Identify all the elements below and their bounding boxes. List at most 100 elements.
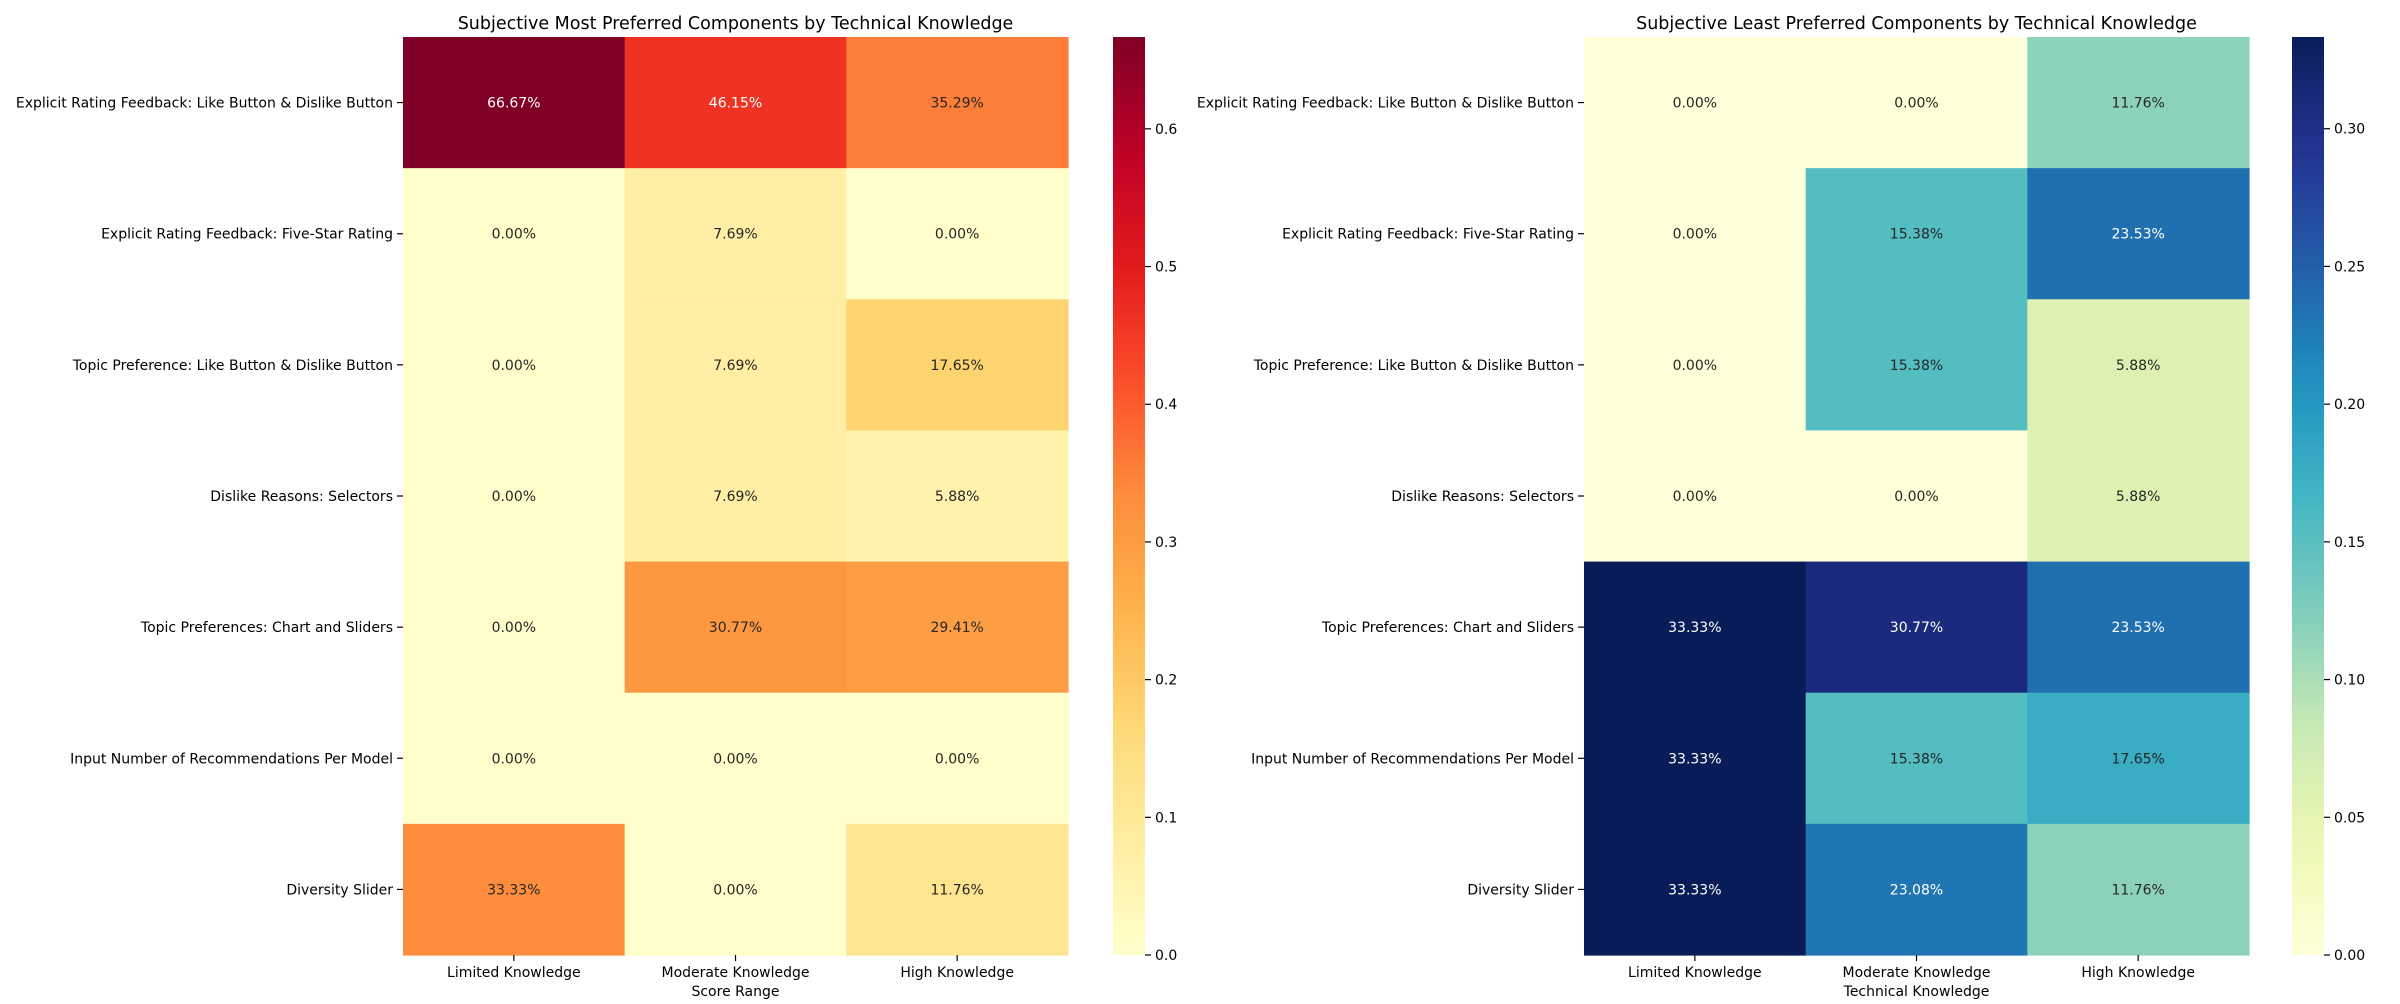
y-tick-label: Input Number of Recommendations Per Mode… xyxy=(70,751,393,767)
cell-annotation: 33.33% xyxy=(1668,882,1721,898)
heatmap-cell xyxy=(1584,823,1807,956)
heatmap-cell xyxy=(846,168,1069,300)
cell-annotation: 0.00% xyxy=(1673,227,1717,243)
cell-annotation: 7.69% xyxy=(713,358,757,374)
cell-annotation: 33.33% xyxy=(1668,620,1721,636)
cell-annotation: 46.15% xyxy=(709,96,762,112)
heatmap-cell xyxy=(403,168,626,300)
y-tick-label: Topic Preference: Like Button & Dislike … xyxy=(1253,358,1574,374)
cell-annotation: 33.33% xyxy=(1668,751,1721,767)
cell-annotation: 5.88% xyxy=(2116,489,2160,505)
y-tick-label: Explicit Rating Feedback: Like Button & … xyxy=(1197,96,1574,112)
heatmap-cell xyxy=(624,430,847,563)
heatmap-cell xyxy=(1805,37,2028,169)
cell-annotation: 5.88% xyxy=(2116,358,2160,374)
cell-annotation: 11.76% xyxy=(2111,882,2164,898)
x-axis-label: Technical Knowledge xyxy=(1843,984,1990,1000)
heatmap-cell xyxy=(624,692,847,825)
cell-annotation: 0.00% xyxy=(1673,358,1717,374)
cell-annotation: 11.76% xyxy=(930,882,983,898)
cell-annotation: 17.65% xyxy=(930,358,983,374)
cell-annotation: 23.53% xyxy=(2111,227,2164,243)
colorbar-tick-label: 0.4 xyxy=(1155,397,1177,413)
heatmap-cell xyxy=(403,430,626,563)
cell-annotation: 0.00% xyxy=(713,882,757,898)
heatmap-cell xyxy=(2027,168,2250,300)
cell-annotation: 7.69% xyxy=(713,489,757,505)
colorbar-tick-label: 0.2 xyxy=(1155,673,1177,689)
colorbar-tick-label: 0.5 xyxy=(1155,260,1177,276)
heatmap-cell xyxy=(1584,692,1807,825)
heatmap-cell xyxy=(403,37,626,169)
heatmap-cell xyxy=(1584,299,1807,432)
y-tick-label: Topic Preferences: Chart and Sliders xyxy=(140,620,393,636)
cell-annotation: 0.00% xyxy=(492,227,536,243)
heatmap-cell xyxy=(624,168,847,300)
cell-annotation: 15.38% xyxy=(1890,751,1943,767)
heatmap-cell xyxy=(2027,430,2250,563)
y-tick-label: Diversity Slider xyxy=(286,882,393,898)
cell-annotation: 23.53% xyxy=(2111,620,2164,636)
heatmap-panel-1: Subjective Most Preferred Components by … xyxy=(16,14,1177,1000)
cell-annotation: 29.41% xyxy=(930,620,983,636)
y-tick-label: Dislike Reasons: Selectors xyxy=(1391,489,1574,505)
cell-annotation: 17.65% xyxy=(2111,751,2164,767)
heatmap-cell xyxy=(846,561,1069,694)
x-tick-label: Limited Knowledge xyxy=(1628,965,1762,981)
cell-annotation: 7.69% xyxy=(713,227,757,243)
cell-annotation: 15.38% xyxy=(1890,358,1943,374)
cell-annotation: 23.08% xyxy=(1890,882,1943,898)
x-tick-label: Limited Knowledge xyxy=(447,965,581,981)
colorbar-tick-label: 0.20 xyxy=(2334,397,2365,413)
x-tick-label: High Knowledge xyxy=(2081,965,2195,981)
x-axis-label: Score Range xyxy=(691,984,779,1000)
heatmap-cell xyxy=(624,823,847,956)
cell-annotation: 0.00% xyxy=(713,751,757,767)
colorbar-tick-label: 0.25 xyxy=(2334,259,2365,275)
colorbar-tick-label: 0.0 xyxy=(1155,948,1177,964)
cell-annotation: 0.00% xyxy=(492,751,536,767)
chart-title: Subjective Most Preferred Components by … xyxy=(458,14,1014,34)
heatmap-cell xyxy=(846,299,1069,432)
y-tick-label: Input Number of Recommendations Per Mode… xyxy=(1251,751,1574,767)
heatmap-cell xyxy=(403,299,626,432)
heatmap-cell xyxy=(1805,430,2028,563)
heatmap-cell xyxy=(846,430,1069,563)
colorbar-tick-label: 0.30 xyxy=(2334,122,2365,138)
heatmap-cell xyxy=(1805,823,2028,956)
heatmap-cell xyxy=(846,823,1069,956)
heatmap-cell xyxy=(403,692,626,825)
cell-annotation: 0.00% xyxy=(492,489,536,505)
heatmap-cell xyxy=(1805,561,2028,694)
heatmap-cell xyxy=(1805,692,2028,825)
heatmap-cell xyxy=(403,823,626,956)
colorbar xyxy=(2292,37,2324,955)
heatmap-cell xyxy=(2027,561,2250,694)
cell-annotation: 30.77% xyxy=(1890,620,1943,636)
cell-annotation: 11.76% xyxy=(2111,96,2164,112)
colorbar xyxy=(1113,37,1145,955)
heatmap-cell xyxy=(1805,168,2028,300)
heatmap-cell xyxy=(624,299,847,432)
y-tick-label: Dislike Reasons: Selectors xyxy=(210,489,393,505)
colorbar-tick-label: 0.00 xyxy=(2334,948,2365,964)
x-tick-label: High Knowledge xyxy=(900,965,1014,981)
heatmap-cell xyxy=(1584,430,1807,563)
heatmap-panel-2: Subjective Least Preferred Components by… xyxy=(1197,14,2365,1000)
colorbar-tick-label: 0.05 xyxy=(2334,810,2365,826)
heatmap-cell xyxy=(2027,299,2250,432)
x-tick-label: Moderate Knowledge xyxy=(1843,965,1991,981)
cell-annotation: 0.00% xyxy=(935,751,979,767)
heatmap-cell xyxy=(2027,823,2250,956)
cell-annotation: 66.67% xyxy=(487,96,540,112)
colorbar-tick-label: 0.15 xyxy=(2334,535,2365,551)
heatmap-cell xyxy=(2027,692,2250,825)
heatmap-cell xyxy=(624,561,847,694)
chart-title: Subjective Least Preferred Components by… xyxy=(1636,14,2197,34)
cell-annotation: 0.00% xyxy=(1894,489,1938,505)
heatmap-cell xyxy=(2027,37,2250,169)
y-tick-label: Topic Preference: Like Button & Dislike … xyxy=(72,358,393,374)
heatmap-cell xyxy=(1584,168,1807,300)
colorbar-tick-label: 0.10 xyxy=(2334,673,2365,689)
